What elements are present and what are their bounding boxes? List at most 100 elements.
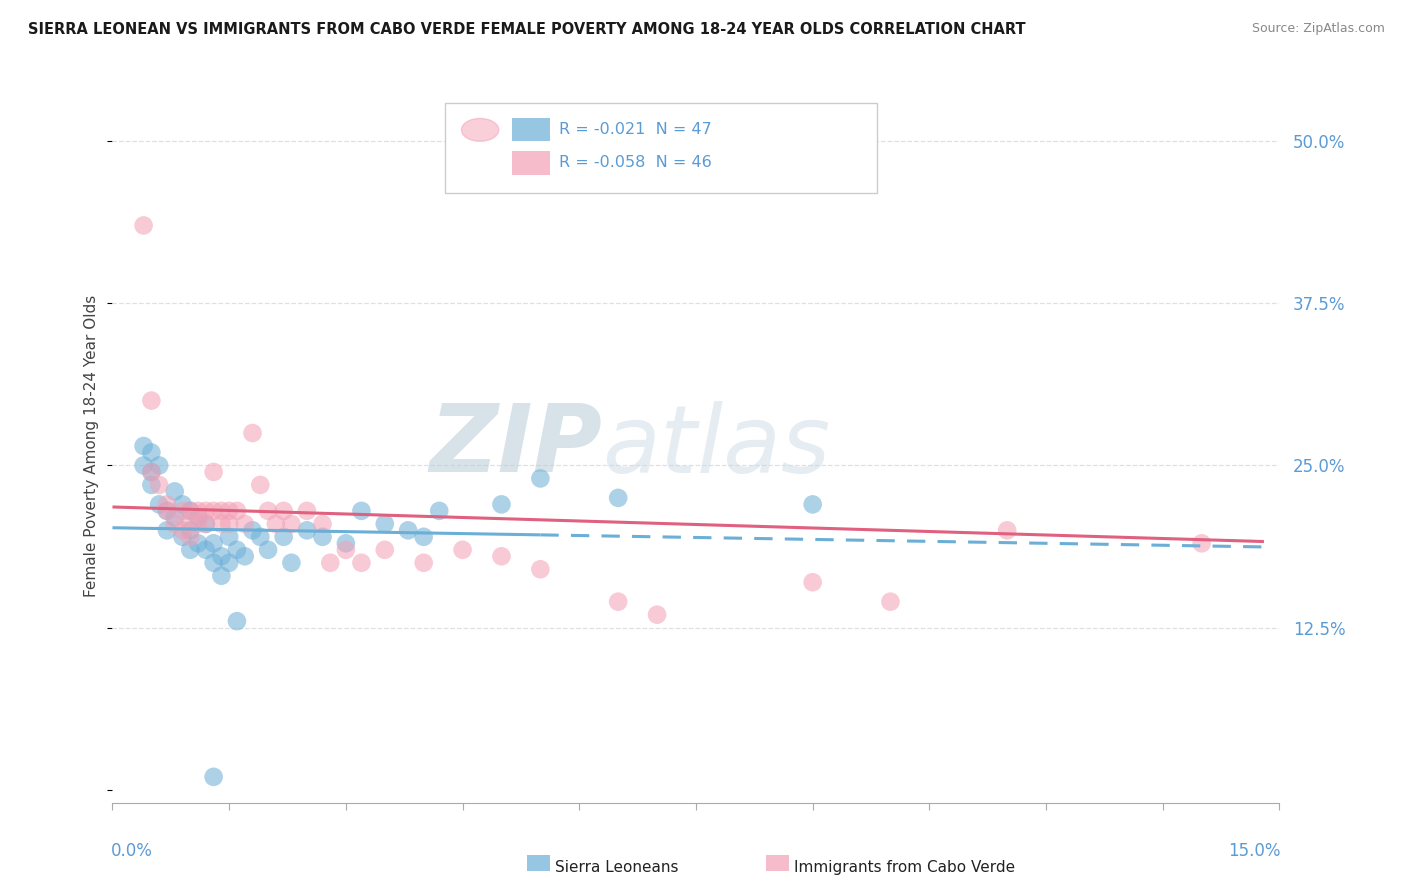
Point <box>148 478 170 492</box>
Point <box>249 530 271 544</box>
Point <box>156 504 179 518</box>
Point <box>156 497 179 511</box>
Text: ZIP: ZIP <box>430 400 603 492</box>
Point <box>179 504 201 518</box>
Bar <box>512 152 550 175</box>
Text: Source: ZipAtlas.com: Source: ZipAtlas.com <box>1251 22 1385 36</box>
Point <box>156 504 179 518</box>
Point <box>350 556 373 570</box>
Point <box>264 516 287 531</box>
Point <box>879 595 901 609</box>
Point <box>295 524 318 538</box>
Point <box>273 530 295 544</box>
Point <box>280 556 302 570</box>
FancyBboxPatch shape <box>446 103 877 193</box>
Point <box>226 542 249 557</box>
Point <box>374 542 396 557</box>
Point <box>194 516 217 531</box>
Point <box>179 530 201 544</box>
Text: Sierra Leoneans: Sierra Leoneans <box>555 860 679 874</box>
Point <box>427 504 450 518</box>
Point <box>1191 536 1213 550</box>
Text: SIERRA LEONEAN VS IMMIGRANTS FROM CABO VERDE FEMALE POVERTY AMONG 18-24 YEAR OLD: SIERRA LEONEAN VS IMMIGRANTS FROM CABO V… <box>28 22 1026 37</box>
Point <box>491 497 513 511</box>
Bar <box>766 855 789 871</box>
Point <box>335 536 357 550</box>
Point <box>529 562 551 576</box>
Point <box>350 504 373 518</box>
Point <box>187 516 209 531</box>
Point <box>242 524 264 538</box>
Point <box>412 556 434 570</box>
Bar <box>527 855 550 871</box>
Point <box>335 542 357 557</box>
Point <box>242 425 264 440</box>
Text: 0.0%: 0.0% <box>111 842 153 860</box>
Point <box>280 516 302 531</box>
Point <box>172 504 194 518</box>
Point <box>209 549 232 564</box>
Point <box>163 510 186 524</box>
Point <box>374 516 396 531</box>
Point <box>396 524 419 538</box>
Point <box>148 458 170 473</box>
Text: R = -0.058  N = 46: R = -0.058 N = 46 <box>560 155 713 170</box>
Point <box>141 478 163 492</box>
Point <box>209 504 232 518</box>
Point <box>187 536 209 550</box>
Text: atlas: atlas <box>603 401 831 491</box>
Point <box>451 542 474 557</box>
Point <box>607 595 630 609</box>
Circle shape <box>461 119 499 141</box>
Point <box>257 542 280 557</box>
Text: 15.0%: 15.0% <box>1227 842 1281 860</box>
Point <box>156 524 179 538</box>
Point <box>233 516 256 531</box>
Point <box>226 614 249 628</box>
Point <box>801 497 824 511</box>
Point <box>202 536 225 550</box>
Point <box>257 504 280 518</box>
Point <box>645 607 668 622</box>
Point <box>172 530 194 544</box>
Point <box>194 504 217 518</box>
Point <box>319 556 342 570</box>
Point <box>273 504 295 518</box>
Point <box>995 524 1018 538</box>
Point <box>311 516 333 531</box>
Bar <box>512 118 550 141</box>
Point <box>141 393 163 408</box>
Point <box>202 556 225 570</box>
Point <box>194 516 217 531</box>
Point <box>187 510 209 524</box>
Point <box>141 465 163 479</box>
Point <box>132 219 155 233</box>
Point <box>491 549 513 564</box>
Point <box>218 516 240 531</box>
Point <box>179 504 201 518</box>
Point <box>202 504 225 518</box>
Point <box>172 497 194 511</box>
Point <box>141 445 163 459</box>
Point <box>141 465 163 479</box>
Point <box>179 516 201 531</box>
Point <box>209 568 232 582</box>
Point <box>132 458 155 473</box>
Point <box>218 504 240 518</box>
Point <box>202 465 225 479</box>
Point <box>607 491 630 505</box>
Point <box>194 542 217 557</box>
Point <box>179 524 201 538</box>
Point <box>249 478 271 492</box>
Point <box>529 471 551 485</box>
Point <box>209 516 232 531</box>
Point <box>148 497 170 511</box>
Point <box>163 516 186 531</box>
Point <box>179 542 201 557</box>
Point <box>295 504 318 518</box>
Point <box>132 439 155 453</box>
Y-axis label: Female Poverty Among 18-24 Year Olds: Female Poverty Among 18-24 Year Olds <box>84 295 100 597</box>
Point <box>172 524 194 538</box>
Point <box>202 770 225 784</box>
Text: R = -0.021  N = 47: R = -0.021 N = 47 <box>560 121 713 136</box>
